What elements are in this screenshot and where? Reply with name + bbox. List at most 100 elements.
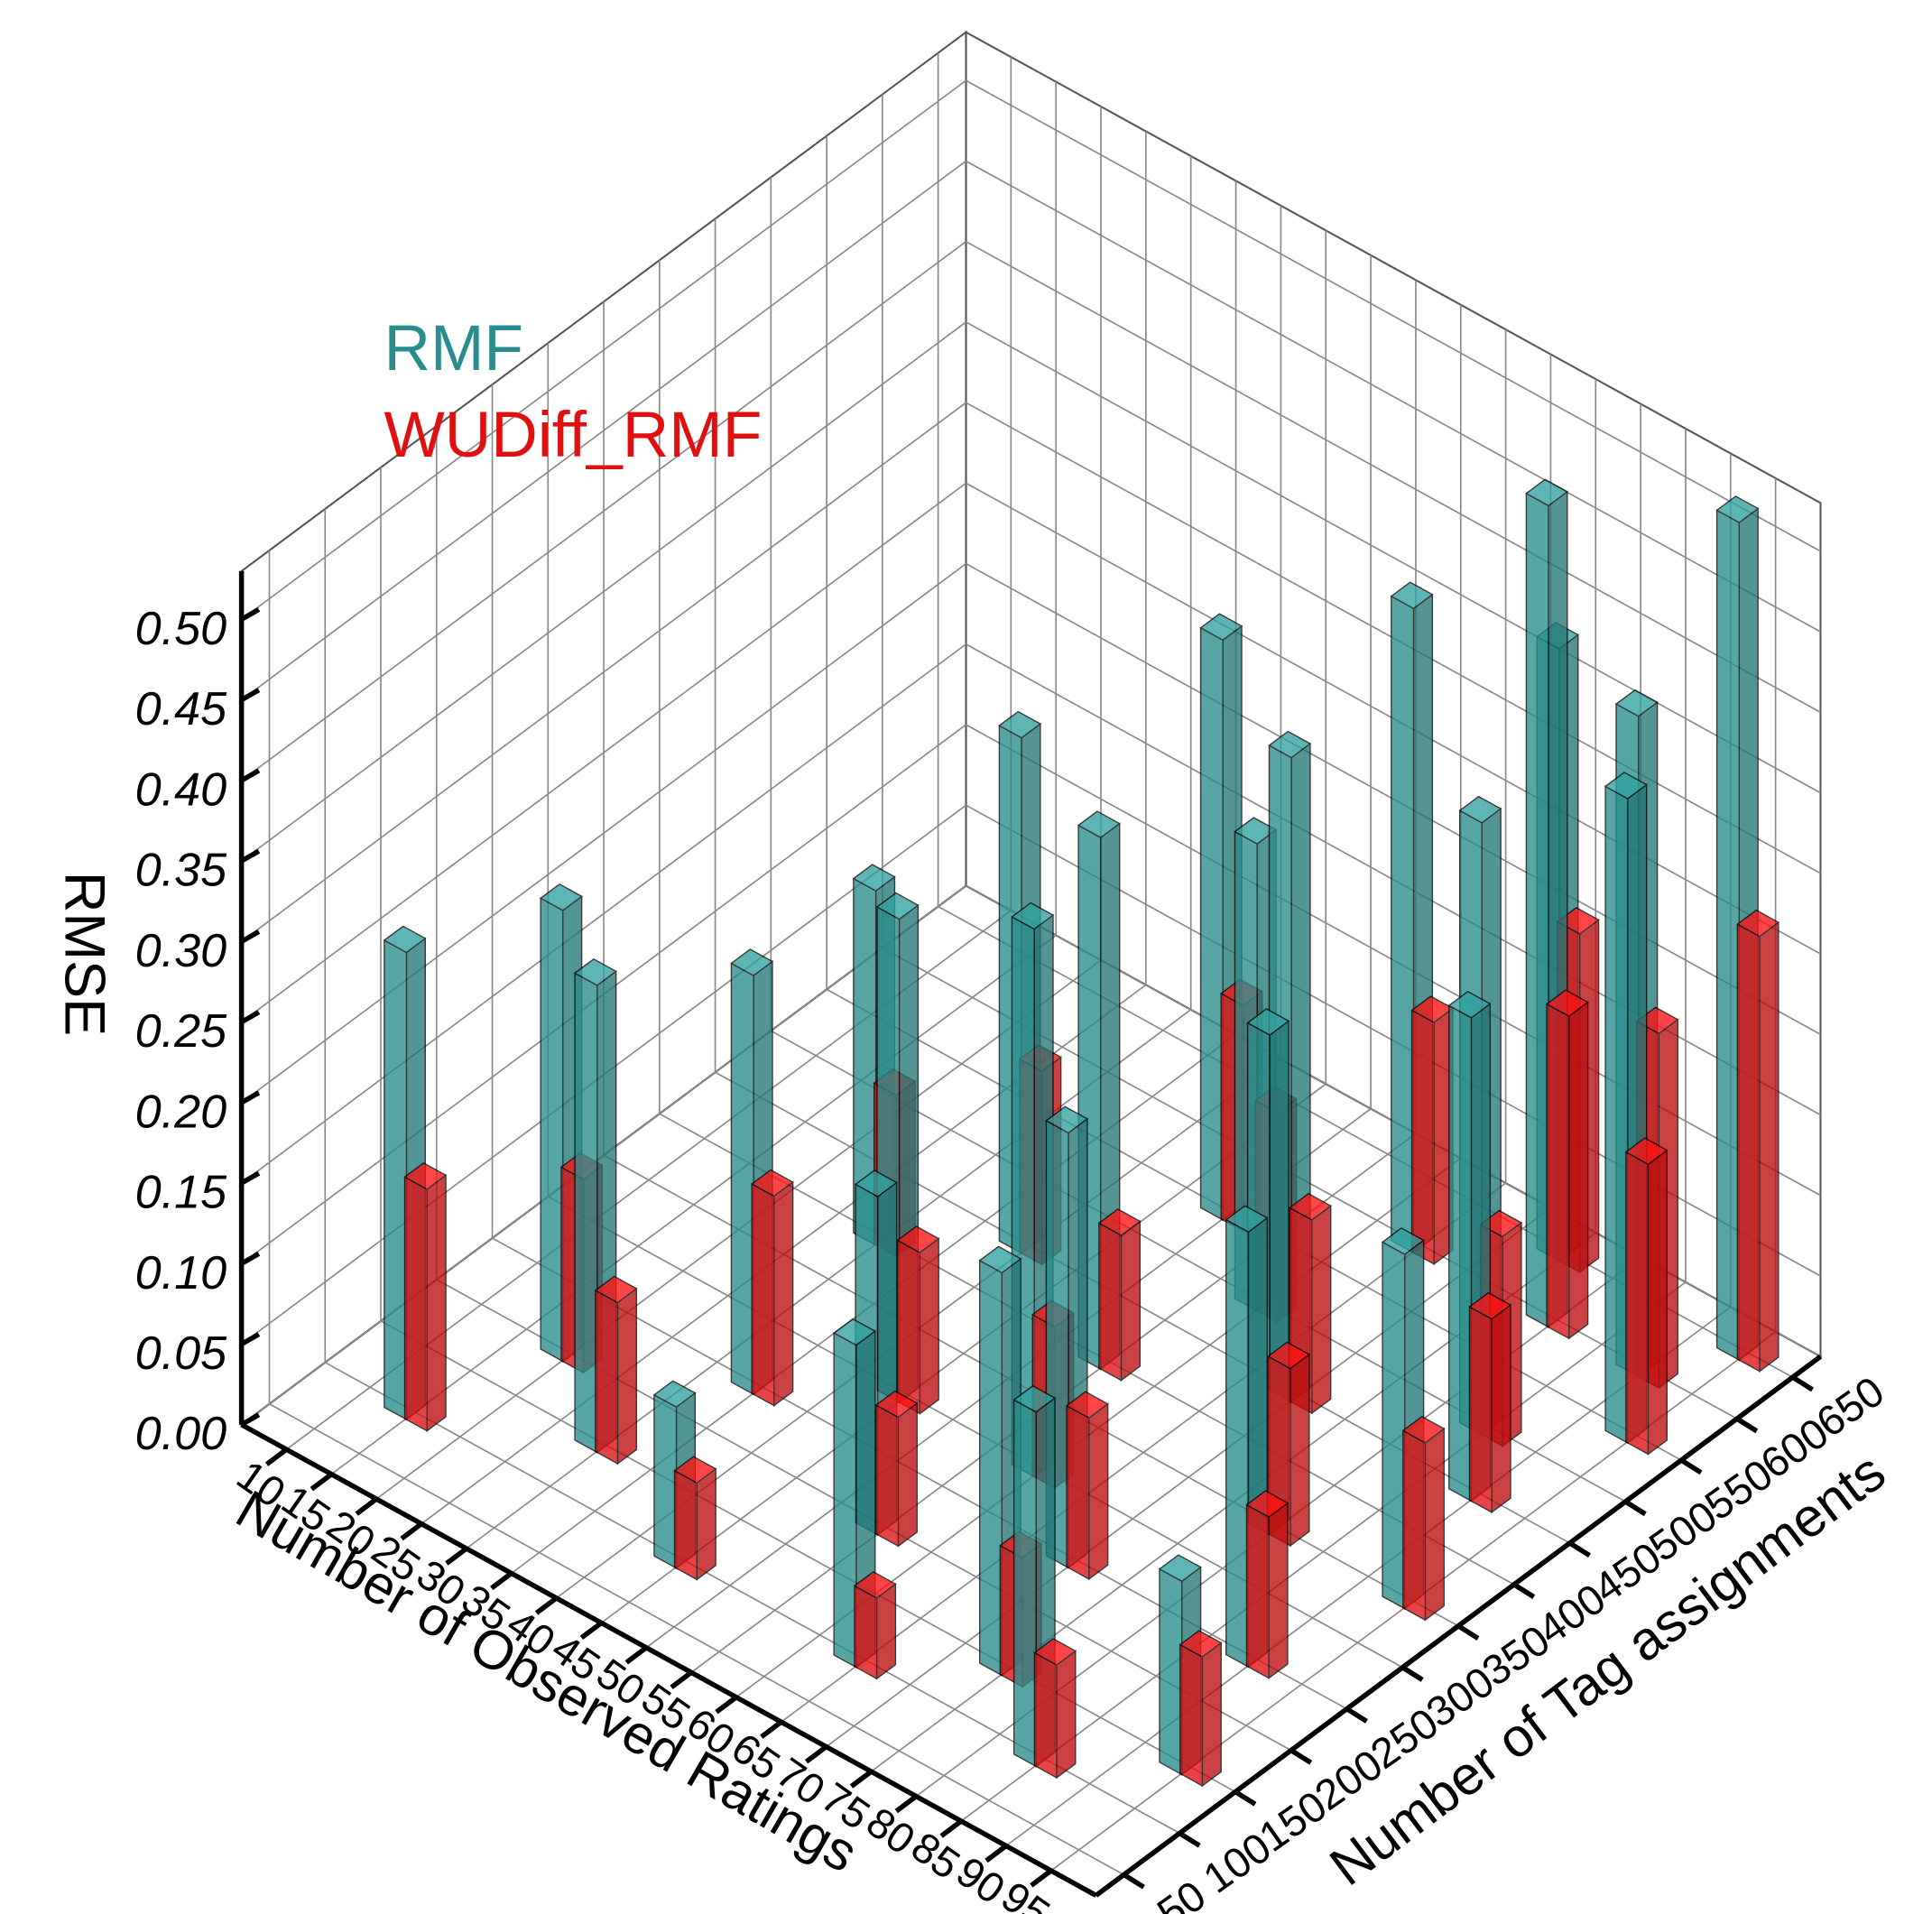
x-tick [355, 1496, 378, 1516]
bar [1401, 1416, 1446, 1622]
y-tick [1400, 1665, 1424, 1682]
z-tick [240, 1251, 261, 1266]
bar-face [1311, 1204, 1332, 1415]
bar [403, 1161, 448, 1432]
bar-face [854, 1585, 878, 1680]
bar [1545, 989, 1589, 1340]
z-tick-label: 0.20 [135, 1086, 226, 1138]
y-tick [1290, 1748, 1313, 1765]
axis-line [1094, 1355, 1823, 1898]
z-tick [240, 688, 261, 703]
x-tick [264, 1447, 289, 1466]
y-tick [1679, 1457, 1703, 1475]
bar-top [1381, 1227, 1425, 1255]
bar-face [1033, 1651, 1058, 1780]
grid-line [966, 240, 1821, 714]
z-tick-label: 0.50 [135, 603, 226, 655]
bar [1266, 1341, 1311, 1548]
bar-face [1468, 1306, 1493, 1513]
z-tick-label: 0.30 [135, 925, 226, 977]
grid-line [269, 1403, 1124, 1876]
bar-face [1491, 1303, 1511, 1514]
y-tick [1178, 1831, 1201, 1848]
bar [750, 1169, 794, 1407]
bar-face [653, 1393, 678, 1569]
bar-top [652, 1380, 697, 1409]
x-tick [939, 1818, 963, 1838]
bar-top [1458, 795, 1502, 824]
grid-line [966, 321, 1821, 794]
bar [1065, 1391, 1109, 1581]
y-tick [1345, 1706, 1368, 1724]
z-tick-label: 0.40 [135, 763, 226, 816]
bar-top [1614, 689, 1659, 717]
bar-face [1546, 1003, 1570, 1340]
bar-top [1065, 1391, 1109, 1419]
bar [1033, 1638, 1077, 1780]
bar-top [832, 1318, 877, 1346]
bar-face [1120, 1220, 1142, 1382]
z-tick [240, 1170, 261, 1186]
x-tick [849, 1769, 874, 1789]
z-tick-label: 0.05 [135, 1327, 227, 1380]
bar-top [1097, 1208, 1142, 1236]
z-tick [240, 1010, 261, 1024]
bar-face [1382, 1241, 1406, 1610]
bar-top [1033, 1638, 1077, 1666]
bar-face [540, 897, 564, 1363]
bar [896, 1225, 940, 1415]
bar-face [1290, 1353, 1310, 1548]
bar-top [673, 1456, 717, 1484]
bar-face [1199, 626, 1224, 1221]
bar-top [383, 925, 427, 954]
bar-face [1098, 1222, 1123, 1382]
bar-top [1179, 1630, 1223, 1658]
bar-face [1066, 1404, 1090, 1580]
x-tick [534, 1595, 559, 1615]
bar-face [1056, 1650, 1077, 1780]
z-tick [240, 848, 261, 864]
bar-top [1288, 1192, 1332, 1221]
bar-face [1391, 595, 1415, 1254]
x-tick [760, 1720, 783, 1739]
bar-face [1410, 1009, 1435, 1265]
bar-top [1246, 1008, 1290, 1036]
bar-face [875, 1403, 900, 1548]
bar-top [573, 958, 617, 986]
bar-top [539, 883, 583, 911]
x-tick [984, 1844, 1008, 1863]
z-tick-label: 0.45 [135, 683, 227, 735]
bar-top [1447, 990, 1492, 1019]
bar-top [854, 1170, 898, 1197]
bar-top [1199, 613, 1243, 642]
bar-face [1088, 1402, 1109, 1581]
bar-face [773, 1180, 794, 1407]
bar-face [1759, 920, 1779, 1373]
bar-face [897, 1401, 918, 1548]
bar-top [852, 864, 896, 892]
z-tick-label: 0.00 [135, 1408, 226, 1460]
bar-face [730, 962, 754, 1396]
bar [1410, 995, 1455, 1266]
bar-top [403, 1161, 448, 1190]
y-tick [1791, 1374, 1815, 1392]
bar-face [1625, 1151, 1650, 1456]
bar [673, 1456, 717, 1581]
bar-face [384, 939, 408, 1421]
bar-face [1424, 1427, 1445, 1622]
grid-line [966, 79, 1821, 552]
x-tick [804, 1744, 828, 1764]
bar-face [1159, 1567, 1183, 1776]
bar-top [1525, 478, 1569, 507]
y-tick [1623, 1499, 1647, 1517]
bar-face [696, 1467, 716, 1581]
bar-face [1448, 1004, 1473, 1503]
y-tick [1568, 1540, 1591, 1558]
bar-face [426, 1174, 447, 1432]
z-tick-label: 0.25 [135, 1005, 227, 1058]
bar-top [978, 1245, 1022, 1274]
bar-top [1390, 581, 1434, 610]
legend-entry: RMF [384, 312, 523, 384]
bar-top [853, 1571, 897, 1599]
